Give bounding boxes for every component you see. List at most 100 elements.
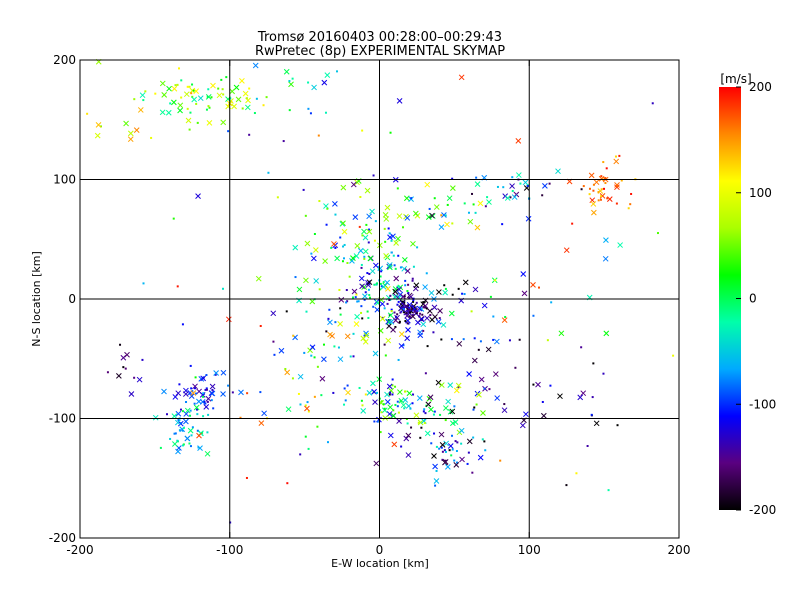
scatter-point-x-stroke — [175, 448, 181, 455]
scatter-point-x-stroke — [401, 265, 408, 272]
scatter-point-x-stroke — [366, 228, 373, 235]
scatter-point-x — [485, 346, 492, 353]
scatter-point-x — [530, 282, 536, 288]
scatter-point-dot — [202, 395, 205, 398]
scatter-point-x — [373, 460, 380, 467]
scatter-point-x — [372, 399, 378, 405]
scatter-point-dot — [381, 316, 384, 319]
scatter-point-x-stroke — [321, 356, 327, 363]
scatter-point-x — [494, 395, 501, 401]
scatter-point-x — [435, 318, 442, 325]
scatter-point-dot — [159, 446, 162, 449]
scatter-point-x-stroke — [558, 330, 565, 337]
scatter-point-dot — [444, 214, 447, 217]
scatter-point-x — [337, 321, 344, 327]
scatter-point-dot — [208, 106, 211, 109]
scatter-point-dot — [549, 384, 552, 387]
scatter-point-dot — [588, 187, 591, 190]
scatter-point-x — [383, 216, 390, 222]
scatter-point-dot — [422, 301, 425, 304]
scatter-point-x — [366, 279, 373, 286]
scatter-point-x-stroke — [278, 347, 285, 354]
scatter-point-dot — [397, 254, 400, 257]
scatter-point-x-stroke — [175, 390, 182, 397]
scatter-point-x — [504, 195, 511, 201]
scatter-point-dot — [416, 246, 419, 249]
scatter-point-x-stroke — [197, 445, 203, 451]
scatter-point-x-stroke — [171, 413, 178, 419]
scatter-point-dot — [492, 338, 495, 341]
scatter-point-x-stroke — [252, 62, 259, 69]
scatter-point-dot — [615, 202, 618, 205]
scatter-point-x-stroke — [442, 459, 449, 465]
scatter-point-x — [345, 389, 351, 396]
scatter-point-x — [404, 313, 410, 319]
scatter-point-dot — [345, 289, 348, 292]
scatter-point-dot — [397, 285, 400, 288]
scatter-point-dot — [396, 313, 399, 316]
scatter-point-x-stroke — [519, 422, 526, 429]
scatter-point-x-stroke — [431, 453, 437, 459]
scatter-point-dot — [546, 339, 549, 342]
scatter-point-x-stroke — [437, 307, 443, 314]
scatter-point-x-stroke — [184, 407, 191, 414]
scatter-point-dot — [360, 311, 363, 314]
scatter-point-x — [133, 127, 140, 134]
scatter-point-x — [453, 462, 460, 468]
chart-title: Tromsø 20160403 00:28:00–00:29:43 — [257, 30, 502, 45]
scatter-point-dot — [402, 306, 405, 309]
scatter-point-x — [384, 398, 391, 405]
scatter-point-dot — [400, 445, 403, 448]
scatter-point-x — [196, 432, 202, 439]
scatter-point-dot — [591, 396, 594, 399]
scatter-point-x-stroke — [540, 412, 547, 419]
scatter-point-dot — [380, 270, 383, 273]
scatter-point-x — [466, 438, 473, 445]
scatter-point-x — [296, 286, 303, 293]
scatter-point-dot — [348, 275, 351, 278]
scatter-point-x — [183, 91, 190, 98]
scatter-point-dot — [376, 420, 379, 423]
scatter-point-dot — [341, 260, 344, 263]
scatter-point-dot — [334, 321, 337, 324]
scatter-point-x-stroke — [297, 373, 304, 380]
scatter-point-x — [393, 275, 400, 282]
scatter-point-x — [476, 391, 482, 398]
scatter-point-x — [292, 244, 299, 251]
scatter-point-dot — [190, 434, 193, 437]
scatter-point-dot — [210, 399, 213, 402]
scatter-point-x — [95, 121, 102, 128]
scatter-point-dot — [411, 277, 414, 280]
scatter-point-x-stroke — [390, 327, 396, 333]
scatter-point-dot — [220, 78, 223, 81]
scatter-point-dot — [406, 304, 409, 307]
scatter-point-x — [442, 405, 449, 411]
scatter-point-x — [501, 317, 508, 323]
scatter-point-dot — [368, 294, 371, 297]
scatter-point-dot — [288, 80, 291, 83]
scatter-point-dot — [390, 251, 393, 254]
scatter-point-x-stroke — [313, 278, 320, 284]
scatter-point-dot — [190, 387, 193, 390]
scatter-point-x-stroke — [379, 301, 386, 307]
scatter-point-x-stroke — [159, 80, 166, 87]
scatter-point-dot — [496, 185, 499, 188]
scatter-point-x — [405, 403, 412, 409]
scatter-point-x-stroke — [535, 381, 541, 388]
scatter-point-x — [455, 382, 462, 389]
scatter-point-dot — [592, 362, 595, 365]
scatter-point-dot — [317, 134, 320, 137]
scatter-point-dot — [189, 445, 192, 448]
scatter-point-x-stroke — [435, 379, 442, 386]
scatter-point-dot — [454, 440, 457, 443]
scatter-point-x-stroke — [304, 405, 310, 412]
scatter-point-dot — [181, 429, 184, 432]
scatter-point-dot — [282, 140, 285, 143]
scatter-point-dot — [606, 197, 609, 200]
scatter-point-dot — [475, 403, 478, 406]
scatter-point-dot — [387, 319, 390, 322]
scatter-point-x-stroke — [137, 107, 144, 113]
scatter-point-x — [599, 192, 606, 199]
scatter-point-dot — [597, 191, 600, 194]
scatter-point-x-stroke — [593, 420, 600, 427]
